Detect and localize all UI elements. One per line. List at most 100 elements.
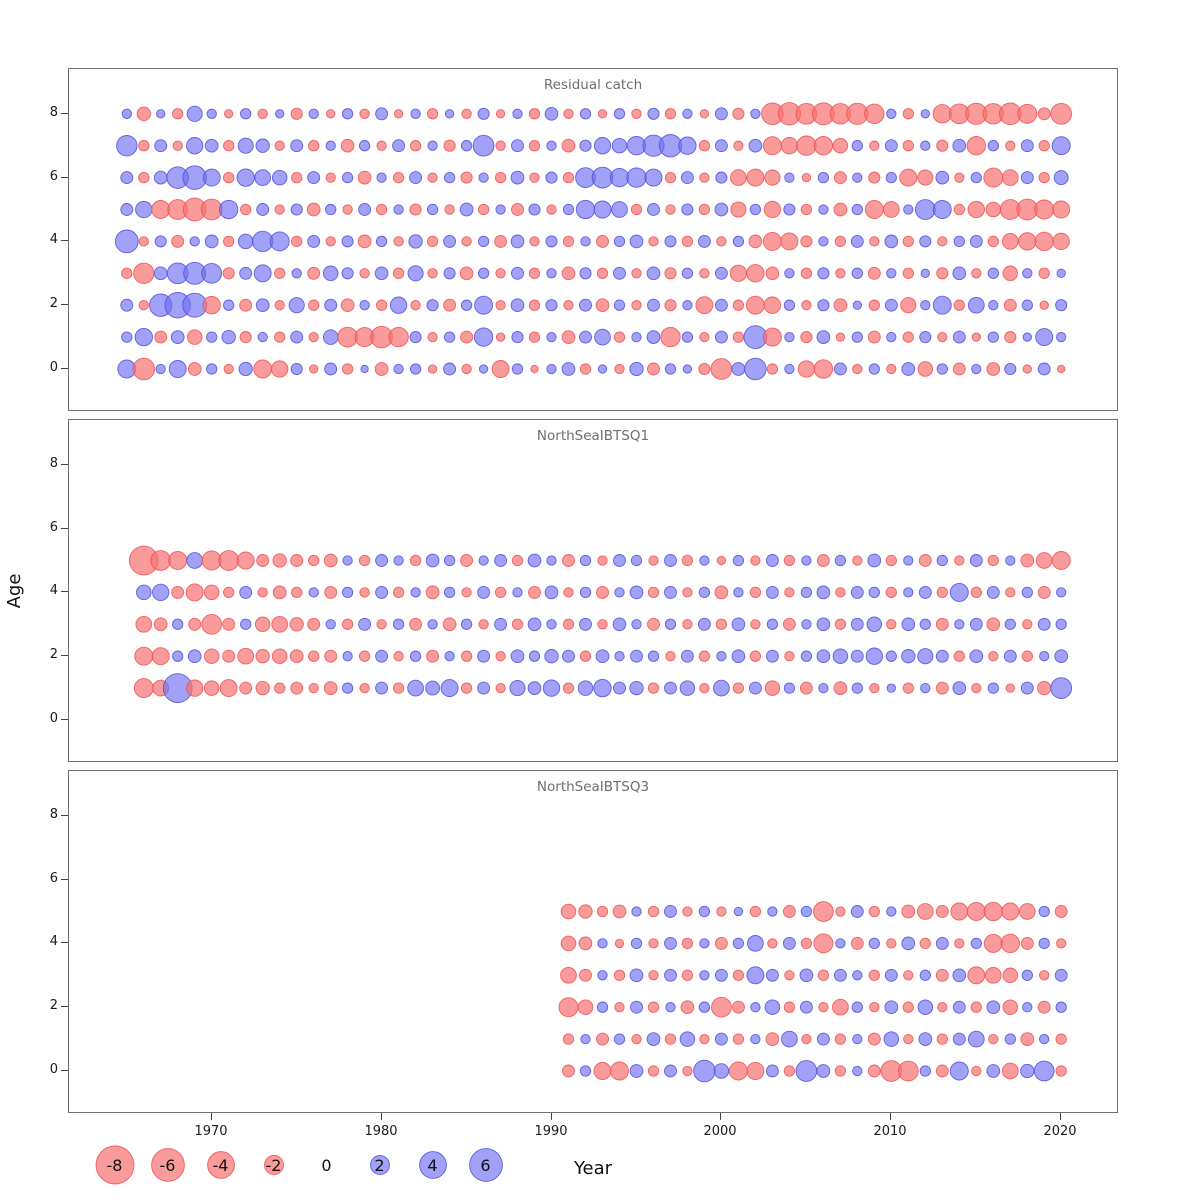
residual-bubble [202, 296, 221, 315]
residual-bubble [902, 1001, 914, 1013]
residual-bubble [324, 362, 338, 376]
residual-bubble [472, 134, 495, 157]
residual-bubble [714, 202, 729, 217]
residual-bubble [647, 203, 660, 216]
residual-bubble [308, 140, 320, 152]
residual-bubble [290, 107, 303, 120]
residual-bubble [271, 169, 288, 186]
residual-bubble [511, 363, 524, 375]
residual-bubble [614, 938, 625, 949]
y-tick-mark [61, 177, 68, 178]
residual-bubble [546, 363, 557, 375]
residual-bubble [816, 330, 831, 344]
y-tick-label: 0 [49, 360, 58, 375]
residual-bubble [851, 267, 863, 279]
bubble-canvas-ibts-q1 [128, 545, 1073, 703]
residual-bubble [936, 586, 948, 599]
residual-bubble [952, 1000, 966, 1014]
residual-bubble [1003, 649, 1017, 663]
residual-bubble [1038, 905, 1050, 918]
residual-bubble [647, 362, 660, 376]
residual-bubble [613, 299, 626, 311]
residual-bubble [341, 267, 354, 280]
residual-bubble [647, 298, 660, 312]
residual-bubble [1002, 265, 1019, 282]
residual-bubble [882, 201, 900, 218]
residual-bubble [699, 682, 710, 694]
residual-bubble [478, 364, 489, 374]
residual-bubble [324, 585, 338, 599]
residual-bubble [322, 329, 339, 345]
residual-bubble [744, 357, 767, 381]
residual-bubble [869, 236, 880, 247]
y-tick-label: 0 [49, 711, 58, 726]
residual-bubble [988, 300, 999, 311]
residual-bubble [818, 682, 829, 694]
residual-bubble [681, 235, 694, 248]
residual-bubble [151, 200, 171, 219]
residual-bubble [1055, 618, 1067, 630]
residual-bubble [460, 171, 473, 184]
residual-bubble [444, 651, 455, 662]
residual-bubble [443, 554, 456, 567]
residual-bubble [681, 937, 694, 950]
residual-bubble [121, 267, 133, 279]
residual-bubble [563, 587, 574, 598]
residual-bubble [236, 551, 255, 570]
residual-bubble [308, 331, 319, 343]
panel-title-residual-catch: Residual catch [543, 77, 643, 93]
residual-bubble [987, 235, 999, 248]
residual-bubble [698, 140, 711, 152]
y-tick-label: 6 [49, 168, 58, 184]
residual-bubble [511, 331, 524, 344]
residual-bubble [322, 265, 339, 282]
residual-bubble [681, 203, 694, 216]
residual-bubble [918, 1032, 933, 1046]
y-tick-label: 4 [49, 583, 58, 599]
residual-bubble [987, 267, 999, 279]
residual-bubble [170, 330, 185, 344]
residual-bubble [560, 903, 577, 920]
residual-bubble [680, 1000, 695, 1015]
legend-item: -2 [247, 1134, 300, 1196]
residual-bubble [188, 617, 202, 631]
residual-bubble [153, 170, 168, 185]
residual-bubble [801, 1033, 812, 1045]
residual-bubble [765, 649, 779, 663]
residual-bubble [646, 330, 661, 344]
residual-bubble [257, 331, 268, 343]
residual-bubble [376, 140, 387, 151]
legend-value-label: -6 [159, 1155, 176, 1175]
residual-bubble [392, 618, 405, 630]
residual-bubble [832, 998, 849, 1016]
residual-bubble [477, 203, 490, 216]
residual-bubble [714, 936, 728, 950]
residual-bubble [291, 268, 302, 279]
y-tick-mark [61, 719, 68, 720]
residual-bubble [443, 586, 456, 599]
residual-bubble [1001, 1062, 1019, 1080]
residual-bubble [595, 649, 610, 664]
residual-bubble [664, 618, 677, 630]
residual-bubble [325, 619, 336, 630]
residual-bubble [710, 358, 733, 380]
x-tick-label: 1980 [364, 1124, 398, 1139]
residual-bubble [864, 200, 884, 219]
residual-bubble [699, 172, 710, 183]
residual-bubble [527, 681, 542, 695]
residual-bubble [986, 1000, 1001, 1015]
residual-bubble [562, 618, 575, 630]
residual-bubble [255, 680, 270, 696]
residual-bubble [528, 140, 541, 152]
residual-bubble [1051, 136, 1071, 156]
residual-bubble [577, 680, 594, 696]
residual-bubble [560, 966, 577, 984]
residual-bubble [272, 585, 287, 600]
residual-bubble [340, 138, 355, 153]
residual-bubble [358, 203, 372, 216]
residual-bubble [765, 585, 779, 599]
residual-bubble [1021, 299, 1033, 311]
residual-bubble [510, 170, 525, 185]
residual-bubble [699, 109, 710, 119]
residual-bubble [461, 108, 472, 119]
